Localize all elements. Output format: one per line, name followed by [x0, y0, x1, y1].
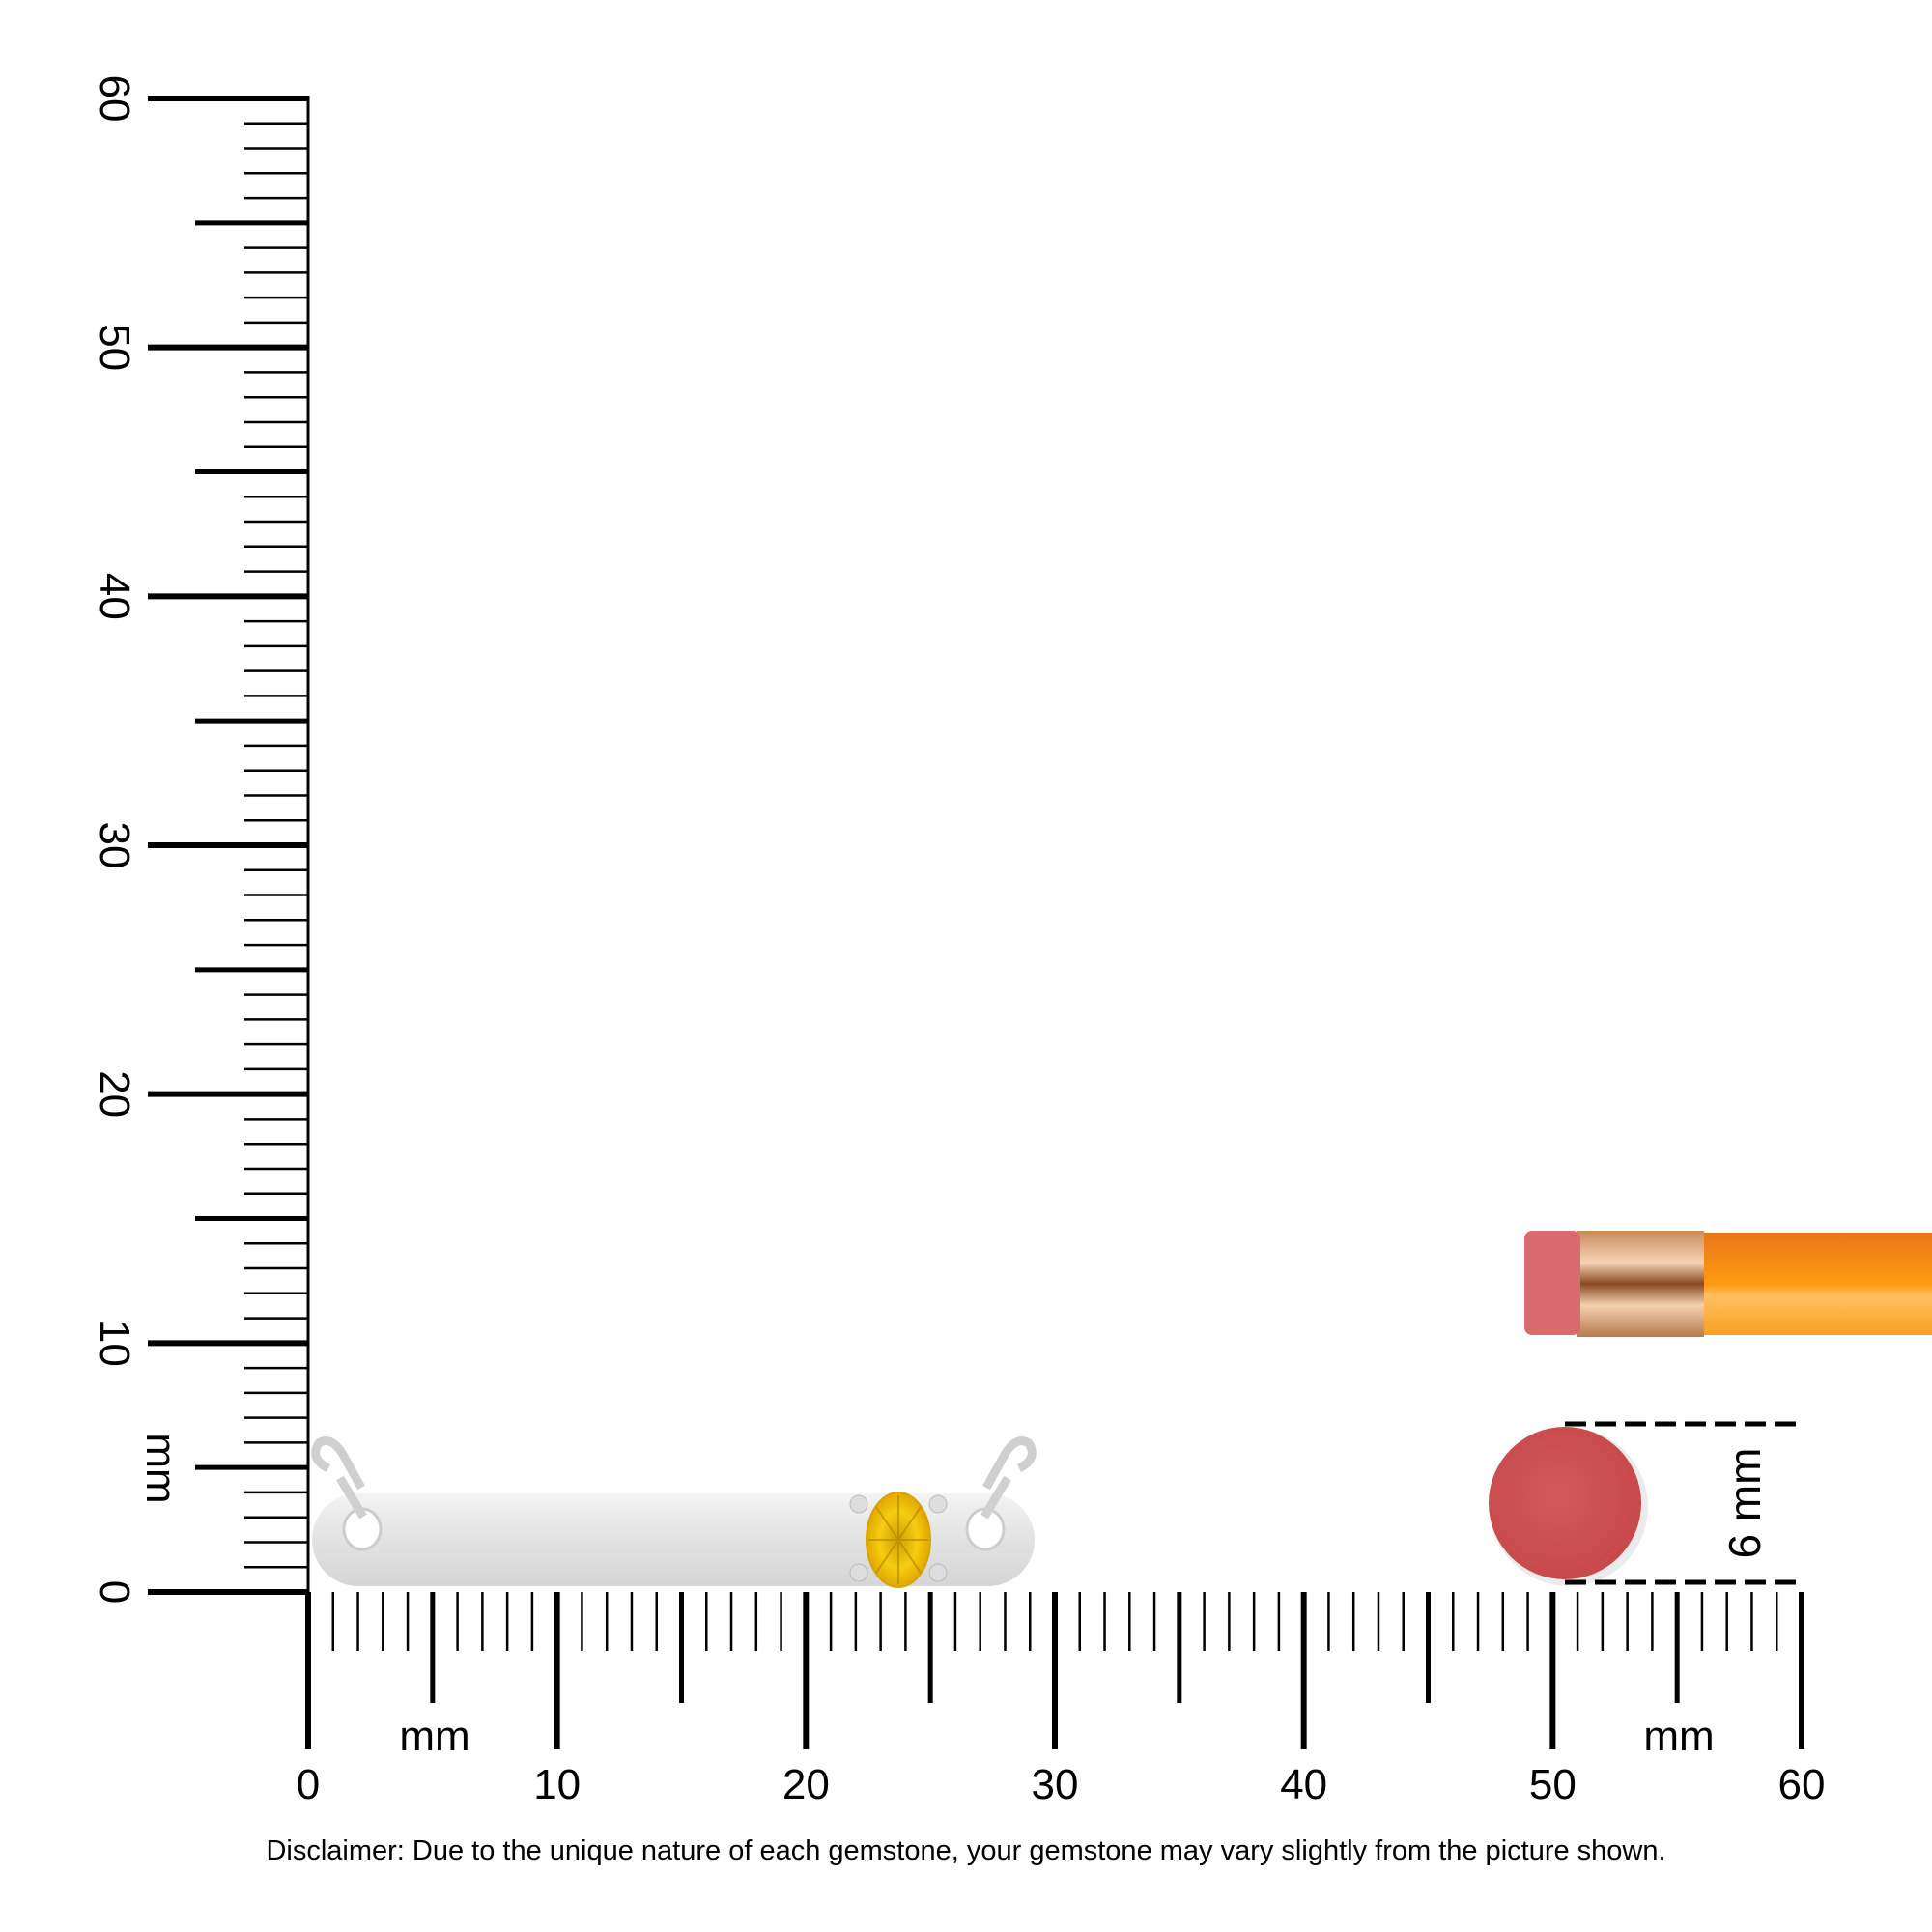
horizontal-unit-label-right: mm [1643, 1713, 1714, 1760]
vertical-tick-label: 40 [91, 573, 138, 620]
vertical-tick-label: 0 [91, 1580, 138, 1604]
ruler-labels: 0 10 20 30 40 50 60 0 10 20 30 40 50 60 [91, 75, 1825, 1808]
bar-necklace [311, 1436, 1037, 1588]
vertical-tick-label: 50 [91, 324, 138, 371]
pencil-ferrule [1577, 1231, 1704, 1337]
pencil-reference [1524, 1231, 1932, 1337]
vertical-unit-label: mm [137, 1433, 185, 1503]
horizontal-tick-label: 10 [533, 1761, 581, 1808]
jump-ring-left [311, 1436, 365, 1491]
disclaimer-text: Disclaimer: Due to the unique nature of … [266, 1835, 1666, 1866]
horizontal-tick-label: 30 [1032, 1761, 1079, 1808]
horizontal-tick-label: 0 [297, 1761, 320, 1808]
eraser-circle [1489, 1427, 1641, 1579]
eraser-size-reference: 6 mm [1489, 1421, 1799, 1586]
horizontal-tick-label: 40 [1280, 1761, 1327, 1808]
pencil-eraser [1524, 1231, 1580, 1335]
vertical-tick-label: 10 [91, 1320, 138, 1367]
vertical-ruler [148, 96, 310, 1595]
pencil-body [1702, 1233, 1932, 1335]
vertical-tick-label: 60 [91, 75, 138, 123]
horizontal-ruler [305, 1592, 1804, 1749]
jump-ring-right [982, 1436, 1037, 1491]
bar-plate [312, 1493, 1035, 1586]
eraser-size-label: 6 mm [1719, 1448, 1770, 1559]
vertical-tick-label: 20 [91, 1070, 138, 1118]
horizontal-tick-label: 20 [782, 1761, 830, 1808]
horizontal-tick-label: 60 [1778, 1761, 1826, 1808]
horizontal-unit-label-left: mm [399, 1713, 469, 1760]
horizontal-tick-label: 50 [1529, 1761, 1577, 1808]
vertical-tick-label: 30 [91, 822, 138, 869]
